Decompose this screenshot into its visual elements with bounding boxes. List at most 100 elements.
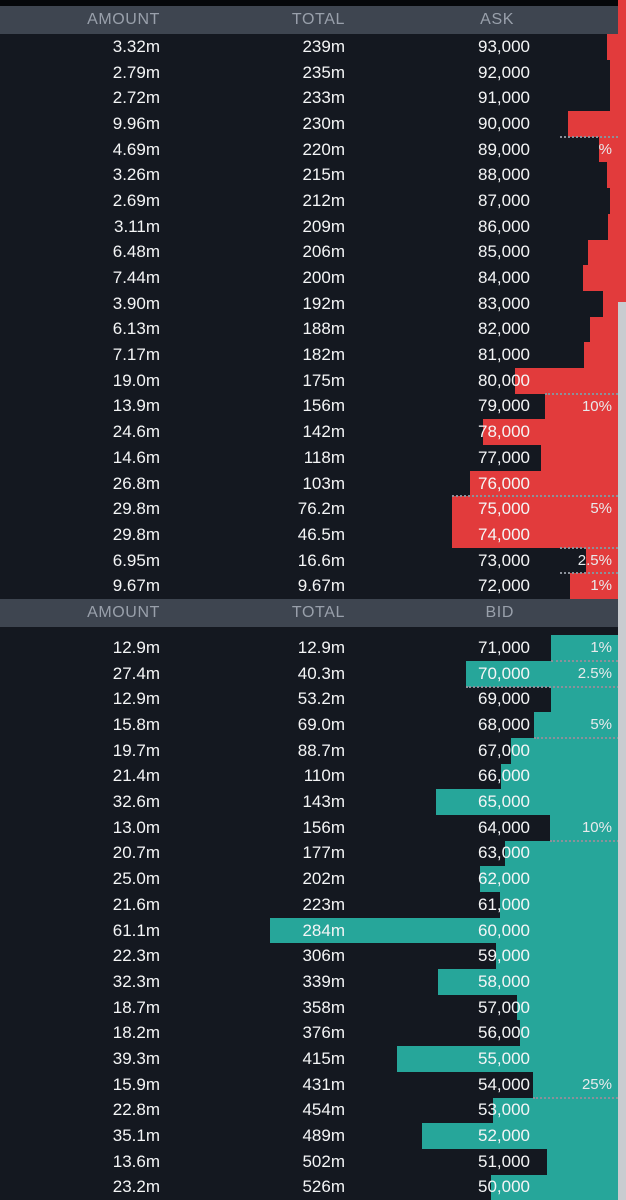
ask-order-book-row[interactable]: 24.6m 142m 78,000 xyxy=(0,419,626,445)
ask-order-book-row[interactable]: 2.69m 212m 87,000 xyxy=(0,188,626,214)
total-cell: 339m xyxy=(302,971,345,991)
ask-order-book-row[interactable]: 26.8m 103m 76,000 xyxy=(0,470,626,497)
bid-order-book-row[interactable]: 12.9m 12.9m 71,000 1% xyxy=(0,635,626,662)
bid-order-book-row[interactable]: 21.6m 223m 61,000 xyxy=(0,892,626,918)
total-cell: 16.6m xyxy=(297,550,345,570)
ask-order-book-row[interactable]: 2.72m 233m 91,000 xyxy=(0,85,626,112)
amount-cell: 2.79m xyxy=(112,62,160,82)
ask-depth-bar xyxy=(482,419,626,445)
amount-cell: 12.9m xyxy=(112,689,160,709)
price-cell: 70,000 xyxy=(478,663,530,683)
price-cell: 91,000 xyxy=(478,88,530,108)
total-cell: 284m xyxy=(302,920,345,940)
ask-order-book-row[interactable]: 19.0m 175m 80,000 xyxy=(0,367,626,394)
bid-order-book-row[interactable]: 32.6m 143m 65,000 xyxy=(0,789,626,815)
bid-order-book-row[interactable]: 18.2m 376m 56,000 xyxy=(0,1020,626,1047)
ask-order-book-row[interactable]: 9.67m 9.67m 72,000 1% xyxy=(0,572,626,600)
depth-percent-label: 2.5% xyxy=(577,551,612,569)
bid-order-book-row[interactable]: 32.3m 339m 58,000 xyxy=(0,969,626,995)
ask-order-book-row[interactable]: 6.48m 206m 85,000 xyxy=(0,239,626,266)
ask-order-book-row[interactable]: 29.8m 76.2m 75,000 5% xyxy=(0,495,626,523)
bid-order-book-row[interactable]: 19.7m 88.7m 67,000 xyxy=(0,737,626,764)
amount-cell: 35.1m xyxy=(112,1126,160,1146)
total-cell: 177m xyxy=(302,843,345,863)
bids-total-column-header: TOTAL xyxy=(291,604,345,622)
amount-cell: 3.90m xyxy=(112,293,160,313)
bid-depth-bar xyxy=(397,1046,626,1072)
ask-order-book-row[interactable]: 3.26m 215m 88,000 xyxy=(0,162,626,189)
bid-order-book-row[interactable]: 61.1m 284m 60,000 xyxy=(0,917,626,944)
amount-cell: 12.9m xyxy=(112,637,160,657)
bid-order-book-row[interactable]: 21.4m 110m 66,000 xyxy=(0,763,626,790)
price-cell: 90,000 xyxy=(478,113,530,133)
amount-cell: 20.7m xyxy=(112,843,160,863)
price-cell: 92,000 xyxy=(478,62,530,82)
total-cell: 202m xyxy=(302,869,345,889)
ask-order-book-row[interactable]: 6.95m 16.6m 73,000 2.5% xyxy=(0,546,626,574)
depth-percent-label: 1% xyxy=(590,577,612,595)
amount-cell: 61.1m xyxy=(112,920,160,940)
bid-order-book-row[interactable]: 13.0m 156m 64,000 10% xyxy=(0,814,626,842)
bid-order-book-row[interactable]: 12.9m 53.2m 69,000 xyxy=(0,686,626,713)
ask-depth-bar xyxy=(515,367,626,394)
total-cell: 88.7m xyxy=(297,740,345,760)
ask-order-book-row[interactable]: 2.79m 235m 92,000 xyxy=(0,59,626,86)
price-cell: 89,000 xyxy=(478,139,530,159)
ask-order-book-row[interactable]: 6.13m 188m 82,000 xyxy=(0,316,626,343)
ask-order-book-row[interactable]: 3.32m 239m 93,000 xyxy=(0,34,626,60)
bid-order-book-row[interactable]: 22.3m 306m 59,000 xyxy=(0,943,626,970)
total-cell: 9.67m xyxy=(297,576,345,596)
bid-order-book-row[interactable]: 25.0m 202m 62,000 xyxy=(0,866,626,892)
total-cell: 489m xyxy=(302,1126,345,1146)
price-cell: 64,000 xyxy=(478,817,530,837)
total-cell: 415m xyxy=(302,1048,345,1068)
ask-order-book-row[interactable]: 3.90m 192m 83,000 xyxy=(0,290,626,317)
ask-order-book-row[interactable]: 29.8m 46.5m 74,000 xyxy=(0,522,626,548)
bid-order-book-row[interactable]: 39.3m 415m 55,000 xyxy=(0,1046,626,1072)
bid-order-book-row[interactable]: 35.1m 489m 52,000 xyxy=(0,1123,626,1149)
price-cell: 57,000 xyxy=(478,997,530,1017)
bid-order-book-row[interactable]: 22.8m 454m 53,000 xyxy=(0,1097,626,1124)
bid-order-book-row[interactable]: 18.7m 358m 57,000 xyxy=(0,994,626,1021)
ask-depth-bar xyxy=(452,496,626,523)
price-cell: 71,000 xyxy=(478,637,530,657)
total-cell: 110m xyxy=(303,766,345,786)
amount-cell: 21.6m xyxy=(112,894,160,914)
total-cell: 156m xyxy=(302,396,345,416)
depth-percent-label: % xyxy=(598,140,612,158)
ask-order-book-row[interactable]: 3.11m 209m 86,000 xyxy=(0,213,626,240)
price-cell: 74,000 xyxy=(478,524,530,544)
ask-order-book-row[interactable]: 14.6m 118m 77,000 xyxy=(0,445,626,471)
depth-percent-label: 1% xyxy=(590,639,612,657)
ask-order-book-row[interactable]: 7.17m 182m 81,000 xyxy=(0,342,626,368)
price-cell: 67,000 xyxy=(478,740,530,760)
amount-cell: 13.0m xyxy=(112,817,160,837)
ask-order-book-row[interactable]: 4.69m 220m 89,000% xyxy=(0,135,626,163)
total-cell: 69.0m xyxy=(297,715,345,735)
depth-percent-label: 25% xyxy=(581,1075,612,1093)
asks-amount-column-header: AMOUNT xyxy=(87,11,160,28)
bid-order-book-row[interactable]: 23.2m 526m 50,000 xyxy=(0,1174,626,1200)
ask-order-book-row[interactable]: 9.96m 230m 90,000 xyxy=(0,111,626,137)
total-cell: 118m xyxy=(303,447,345,467)
bid-order-book-row[interactable]: 13.6m 502m 51,000 xyxy=(0,1148,626,1175)
bid-depth-bar xyxy=(511,737,626,764)
ask-order-book-row[interactable]: 13.9m 156m 79,000 10% xyxy=(0,392,626,420)
total-cell: 182m xyxy=(302,345,345,365)
bids-section: AMOUNT TOTAL BID 12.9m 12.9m 71,000 1% 27.4m… xyxy=(0,599,626,1200)
scrollbar-thumb[interactable] xyxy=(618,302,626,1200)
bid-order-book-row[interactable]: 15.9m 431m 54,000 25% xyxy=(0,1071,626,1099)
amount-cell: 29.8m xyxy=(112,524,160,544)
bid-order-book-row[interactable]: 27.4m 40.3m 70,000 2.5% xyxy=(0,660,626,688)
price-cell: 50,000 xyxy=(478,1177,530,1197)
price-cell: 82,000 xyxy=(478,319,530,339)
amount-cell: 3.11m xyxy=(114,216,160,236)
total-cell: 209m xyxy=(302,216,345,236)
amount-cell: 7.44m xyxy=(112,268,160,288)
ask-order-book-row[interactable]: 7.44m 200m 84,000 xyxy=(0,265,626,291)
ask-depth-bar xyxy=(452,522,626,548)
price-cell: 56,000 xyxy=(478,1023,530,1043)
bid-order-book-row[interactable]: 20.7m 177m 63,000 xyxy=(0,840,626,867)
total-cell: 103m xyxy=(302,473,345,493)
bid-order-book-row[interactable]: 15.8m 69.0m 68,000 5% xyxy=(0,712,626,739)
